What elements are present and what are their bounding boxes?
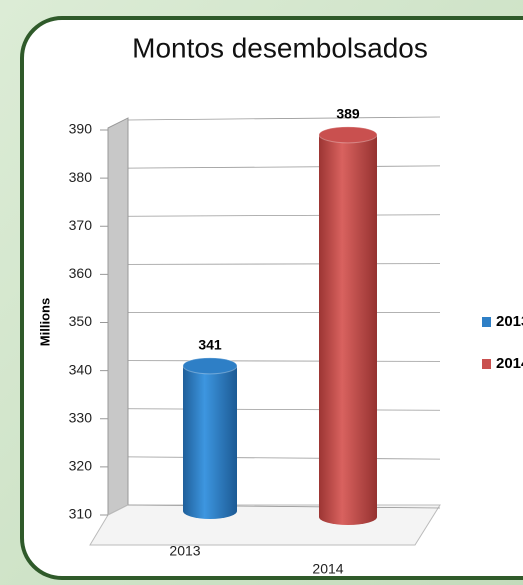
bar	[318, 126, 378, 525]
y-tick-label: 340	[69, 361, 93, 377]
grid-line	[127, 165, 441, 169]
y-tick-label: 390	[69, 121, 93, 137]
y-tick-label: 380	[69, 169, 93, 185]
legend-swatch	[482, 359, 491, 369]
chart-title: Montos desembolsados	[132, 32, 428, 63]
legend-swatch	[482, 317, 491, 327]
y-tick-label: 320	[69, 458, 93, 474]
grid-line	[127, 504, 441, 509]
legend-label: 2014	[496, 355, 523, 372]
cylinder-top	[182, 357, 238, 375]
legend-label: 2013	[496, 313, 523, 330]
y-tick-label: 330	[69, 409, 93, 425]
grid-line	[127, 456, 441, 460]
y-tick-label: 350	[69, 313, 93, 329]
grid-line	[127, 360, 441, 362]
value-label: 389	[336, 106, 360, 122]
cylinder-top	[318, 126, 378, 144]
back-wall	[107, 117, 129, 516]
x-tick-label: 2013	[169, 543, 200, 559]
y-tick-label: 310	[69, 506, 93, 522]
grid-line	[127, 116, 441, 121]
panel	[20, 16, 523, 580]
cylinder-body	[319, 134, 377, 525]
value-label: 341	[198, 337, 222, 353]
x-tick-label: 2014	[312, 561, 343, 577]
floor	[89, 504, 441, 546]
grid-line	[127, 214, 441, 217]
y-tick-label: 360	[69, 265, 93, 281]
bar	[182, 357, 238, 519]
y-axis-label: Millions	[37, 298, 52, 346]
y-tick-label: 370	[69, 217, 93, 233]
grid-line	[127, 263, 441, 265]
cylinder-body	[183, 365, 237, 519]
grid-line	[127, 408, 441, 411]
